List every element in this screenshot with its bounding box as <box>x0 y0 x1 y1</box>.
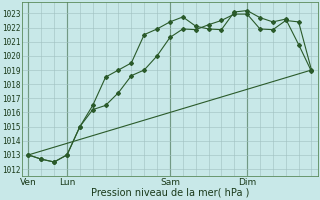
X-axis label: Pression niveau de la mer( hPa ): Pression niveau de la mer( hPa ) <box>91 188 249 198</box>
